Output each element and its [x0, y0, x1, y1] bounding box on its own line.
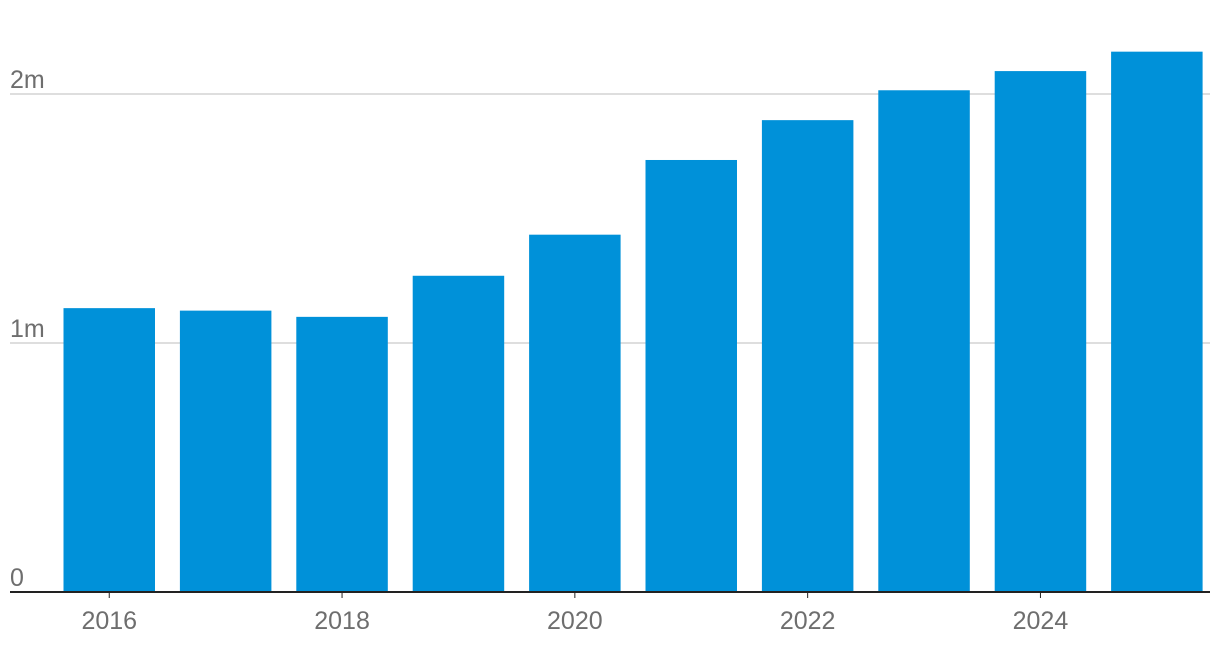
x-tick-label: 2022 [780, 607, 836, 635]
bar-2021 [645, 159, 737, 593]
bar-2016 [63, 308, 155, 592]
y-tick-label: 0 [10, 564, 24, 592]
bar-2022 [761, 120, 854, 593]
bar-2020 [529, 234, 621, 592]
x-tick-label: 2018 [314, 607, 370, 635]
x-axis [10, 591, 1210, 598]
tick-labels: 0 1m 2m 2016 2018 2020 2022 2024 [10, 66, 1068, 635]
bar-2023 [878, 90, 970, 592]
bar-2017 [179, 310, 272, 592]
y-tick-label: 2m [10, 66, 45, 94]
bars [63, 51, 1203, 593]
y-tick-label: 1m [10, 315, 45, 343]
x-tick-label: 2020 [547, 607, 603, 635]
x-tick-label: 2016 [81, 607, 137, 635]
bar-2025 [1111, 51, 1203, 593]
x-tick-label: 2024 [1013, 607, 1069, 635]
bar-2024 [994, 71, 1087, 593]
bar-2018 [296, 316, 388, 592]
bar-2019 [412, 275, 505, 592]
